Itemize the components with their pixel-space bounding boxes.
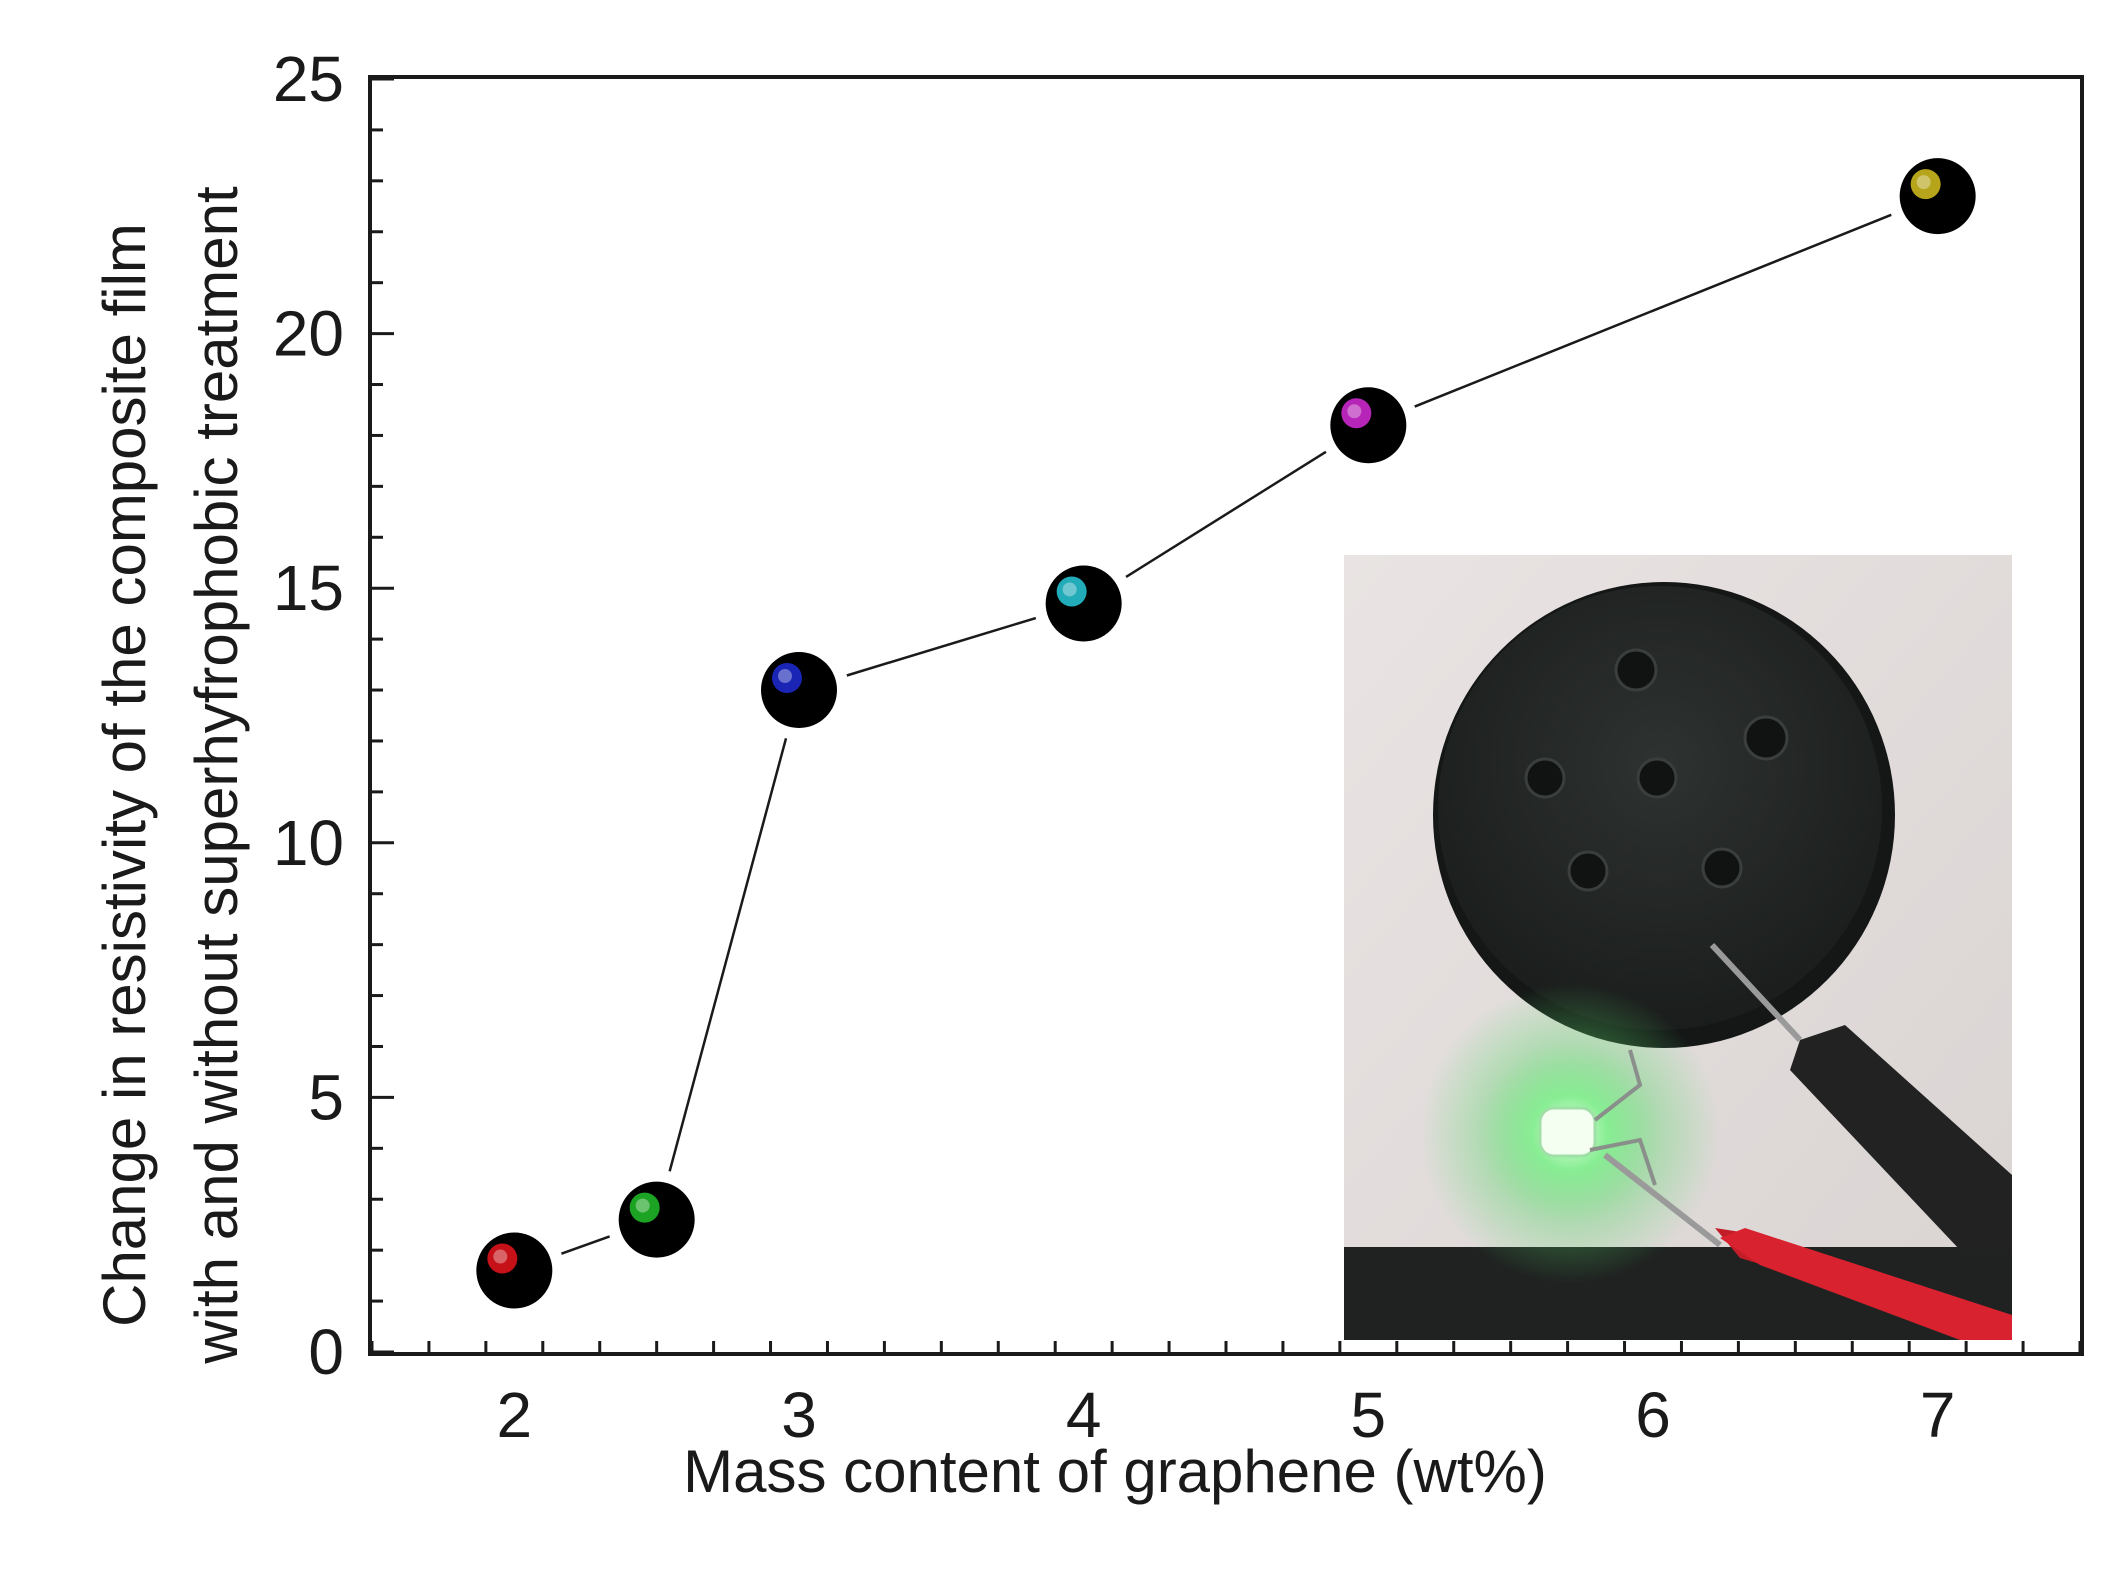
connector-line <box>1125 450 1327 579</box>
red-probe <box>1603 1152 2012 1340</box>
composite-film-disk <box>1433 582 1895 1048</box>
y-tick-label: 15 <box>273 552 344 624</box>
connector-line <box>846 616 1037 677</box>
x-axis-ticks <box>370 1341 2082 1352</box>
x-tick-label: 3 <box>781 1379 817 1451</box>
connector-line <box>668 738 788 1172</box>
y-axis-tick-labels: 0 5 10 15 20 25 <box>273 43 344 1388</box>
data-point <box>1045 565 1122 642</box>
x-tick-label: 5 <box>1351 1379 1387 1451</box>
x-tick-label: 2 <box>497 1379 533 1451</box>
led <box>1420 983 1720 1283</box>
connector-line <box>1414 213 1892 408</box>
data-point <box>476 1232 553 1309</box>
x-tick-label: 4 <box>1066 1379 1102 1451</box>
black-probe <box>1709 942 2012 1250</box>
x-tick-label: 7 <box>1920 1379 1956 1451</box>
data-point <box>761 652 837 729</box>
plot-frame <box>368 75 2084 1356</box>
inset-photo <box>1344 555 2012 1340</box>
series-points <box>476 158 1976 1309</box>
connector-line <box>560 1235 611 1255</box>
x-axis-title: Mass content of graphene (wt%) <box>683 1438 1547 1505</box>
y-axis-ticks <box>372 77 394 1354</box>
y-tick-label: 25 <box>273 43 344 115</box>
series-connector-lines <box>560 213 1892 1255</box>
x-axis-tick-labels: 2 3 4 5 6 7 <box>497 1379 1956 1451</box>
y-tick-label: 5 <box>308 1061 344 1133</box>
y-axis-title-line-1: Change in resistivity of the composite f… <box>91 223 158 1327</box>
y-axis-title-line-2: with and without superhyfrophobic treatm… <box>183 186 250 1365</box>
y-tick-label: 0 <box>308 1316 344 1388</box>
data-point <box>618 1181 695 1258</box>
data-point <box>1899 158 1976 235</box>
data-point <box>1330 387 1407 464</box>
y-tick-label: 20 <box>273 298 344 370</box>
y-tick-label: 10 <box>273 807 344 879</box>
x-tick-label: 6 <box>1635 1379 1671 1451</box>
